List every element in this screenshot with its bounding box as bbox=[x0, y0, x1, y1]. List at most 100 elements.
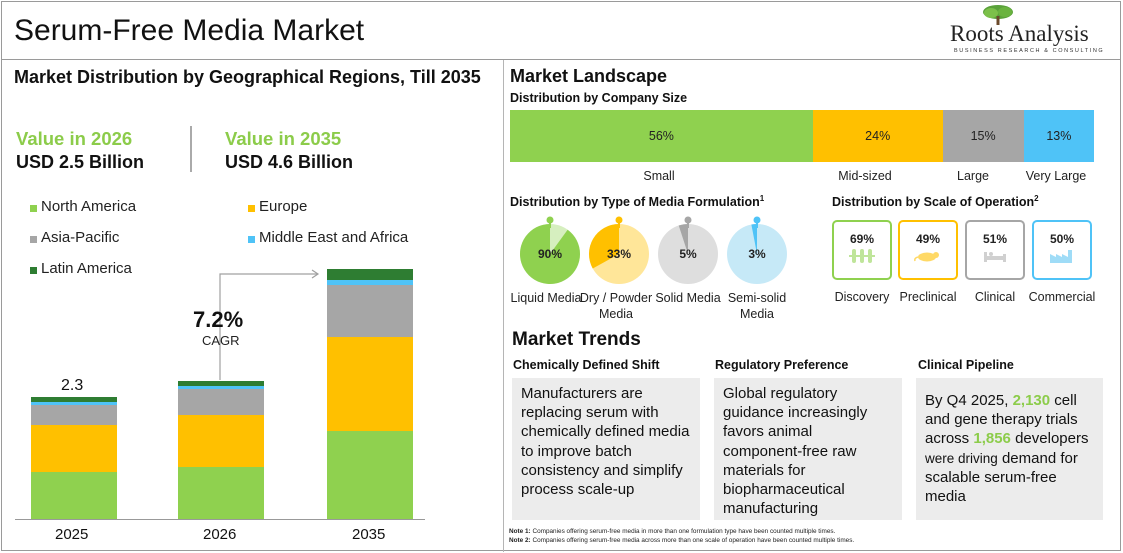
operation-label-discovery: Discovery bbox=[834, 290, 890, 304]
pie-solid-media: 5% bbox=[658, 216, 718, 284]
header-divider bbox=[1, 59, 1121, 60]
operation-percent-discovery: 69% bbox=[849, 232, 875, 246]
formulation-label-liquid: Liquid Media bbox=[510, 291, 582, 305]
legend-swatch-north-america bbox=[30, 205, 37, 212]
operation-percent-commercial: 50% bbox=[1049, 232, 1075, 246]
formulation-title: Distribution by Type of Media Formulatio… bbox=[510, 194, 764, 209]
bar-segment-middle-east-africa-2025 bbox=[31, 402, 117, 405]
trend-heading-regulatory: Regulatory Preference bbox=[715, 358, 849, 372]
bar-stack-2025 bbox=[31, 396, 117, 519]
trend-card-clinical-pipeline: By Q4 2025, 2,130 cell and gene therapy … bbox=[916, 378, 1103, 520]
operation-label-commercial: Commercial bbox=[1028, 290, 1096, 304]
footnote-1-text: Companies offering serum-free media in m… bbox=[532, 528, 836, 535]
company-size-segment-very-large: 13% bbox=[1023, 110, 1094, 162]
trend-card-regulatory: Global regulatory guidance increasingly … bbox=[714, 378, 902, 520]
company-size-segment-large: 15% bbox=[942, 110, 1024, 162]
pie-slice bbox=[751, 224, 757, 254]
bar-segment-asia-pacific-2035 bbox=[327, 285, 413, 338]
company-size-label-very-large: Very Large bbox=[1025, 169, 1087, 183]
pie-marker bbox=[615, 216, 623, 224]
operation-label-preclinical: Preclinical bbox=[899, 290, 957, 304]
legend-swatch-europe bbox=[248, 205, 255, 212]
value-2026-amount: USD 2.5 Billion bbox=[16, 152, 145, 172]
brand-logo: Roots Analysis BUSINESS RESEARCH & CONSU… bbox=[950, 4, 1115, 54]
trials-count: 2,130 bbox=[1012, 392, 1051, 409]
formulation-label-solid: Solid Media bbox=[655, 291, 721, 305]
bar-segment-latin-america-2035 bbox=[327, 269, 413, 280]
trend-heading-clinical-pipeline: Clinical Pipeline bbox=[918, 358, 1014, 372]
trend-text-chemically-defined: Manufacturers are replacing serum with c… bbox=[521, 385, 690, 499]
brand-tagline: BUSINESS RESEARCH & CONSULTING bbox=[954, 48, 1105, 54]
operation-percent-clinical: 51% bbox=[982, 232, 1008, 246]
company-size-segment-small: 56% bbox=[510, 110, 813, 162]
page-title: Serum-Free Media Market bbox=[14, 14, 365, 47]
developers-count: 1,856 bbox=[973, 430, 1011, 448]
legend-swatch-asia-pacific bbox=[30, 236, 37, 243]
company-size-label-small: Small bbox=[643, 169, 675, 183]
landscape-section-title: Market Landscape bbox=[510, 66, 668, 86]
formulation-label-dry-powder: Dry / Powder Media bbox=[579, 291, 653, 321]
pie-marker bbox=[753, 216, 761, 224]
trend-text-pipeline-after-b: were driving bbox=[925, 450, 998, 466]
operation-title-text: Distribution by Scale of Operation bbox=[832, 195, 1035, 210]
bar-segment-europe-2026 bbox=[178, 415, 264, 467]
test-tubes-icon bbox=[849, 249, 875, 263]
pie-percent-label: 3% bbox=[748, 247, 766, 261]
trend-card-chemically-defined: Manufacturers are replacing serum with c… bbox=[512, 378, 700, 520]
legend-label-north-america: North America bbox=[41, 198, 137, 215]
pie-slice bbox=[589, 224, 619, 269]
operation-title: Distribution by Scale of Operation2 bbox=[832, 194, 1039, 209]
footnote-2-ref: Note 2: bbox=[509, 537, 531, 544]
pie-dry-powder-media: 33% bbox=[589, 216, 649, 284]
trend-heading-chemically-defined: Chemically Defined Shift bbox=[513, 358, 660, 372]
footnote-1: Note 1: Companies offering serum-free me… bbox=[509, 528, 835, 535]
trend-text-pipeline-mid: cell and gene therapy trials across bbox=[925, 392, 1078, 448]
pie-semi-solid-media: 3% bbox=[727, 216, 787, 284]
operation-card-discovery: 69% bbox=[832, 220, 892, 280]
pie-marker bbox=[546, 216, 554, 224]
company-size-label-large: Large bbox=[957, 169, 989, 183]
section-divider bbox=[503, 60, 504, 552]
trends-section-title: Market Trends bbox=[512, 329, 641, 350]
tree-logo-icon bbox=[983, 5, 1013, 25]
bar-segment-latin-america-2026 bbox=[178, 381, 264, 387]
operation-note-ref: 2 bbox=[1034, 194, 1039, 203]
value-separator bbox=[190, 126, 192, 172]
legend-swatch-latin-america bbox=[30, 267, 37, 274]
company-size-bar: 56% 24% 15% 13% bbox=[510, 110, 1094, 162]
pie-percent-label: 33% bbox=[607, 247, 631, 261]
bar-total-label-2025: 2.3 bbox=[61, 377, 84, 394]
brand-name: Roots Analysis bbox=[950, 21, 1089, 46]
operation-card-commercial: 50% bbox=[1032, 220, 1092, 280]
x-tick-label-2035: 2035 bbox=[352, 526, 386, 543]
trend-text-pipeline-after-a: developers bbox=[1015, 430, 1089, 448]
cagr-arrow bbox=[219, 269, 320, 380]
formulation-label-semi-solid: Semi-solid Media bbox=[727, 291, 787, 321]
company-size-label-mid-sized: Mid-sized bbox=[838, 169, 892, 183]
value-2035-amount: USD 4.6 Billion bbox=[225, 152, 354, 172]
x-tick-label-2025: 2025 bbox=[55, 526, 89, 543]
footnote-2-text: Companies offering serum-free media acro… bbox=[532, 537, 855, 544]
regional-section-title: Market Distribution by Geographical Regi… bbox=[14, 67, 481, 87]
x-tick-label-2026: 2026 bbox=[203, 526, 237, 543]
pie-liquid-media: 90% bbox=[520, 216, 580, 284]
trend-text-pipeline-before: By Q4 2025, bbox=[925, 392, 1009, 409]
legend-label-middle-east-africa: Middle East and Africa bbox=[259, 229, 409, 246]
bar-stack-2035 bbox=[327, 269, 413, 519]
footnote-1-ref: Note 1: bbox=[509, 528, 531, 535]
pie-percent-label: 90% bbox=[538, 247, 562, 261]
legend-label-asia-pacific: Asia-Pacific bbox=[41, 229, 120, 246]
operation-percent-preclinical: 49% bbox=[915, 232, 941, 246]
trend-text-pipeline-after-c: demand for scalable serum-free media bbox=[925, 449, 1078, 506]
bar-segment-middle-east-africa-2035 bbox=[327, 279, 413, 286]
pie-slice bbox=[520, 224, 580, 284]
value-2026-label: Value in 2026 bbox=[16, 128, 133, 149]
chart-x-axis bbox=[15, 519, 425, 520]
trend-text-regulatory: Global regulatory guidance increasingly … bbox=[723, 385, 868, 518]
bar-segment-north-america-2035 bbox=[327, 430, 413, 519]
footnote-2: Note 2: Companies offering serum-free me… bbox=[509, 537, 854, 544]
company-size-title: Distribution by Company Size bbox=[510, 91, 688, 105]
hospital-bed-icon bbox=[984, 252, 1006, 262]
bar-segment-asia-pacific-2026 bbox=[178, 389, 264, 415]
